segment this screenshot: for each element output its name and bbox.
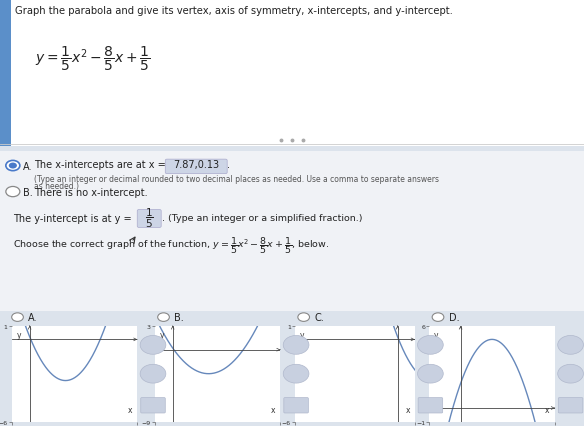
Circle shape [298,313,310,322]
Text: x: x [405,405,410,414]
Text: $\ominus$: $\ominus$ [426,368,435,379]
Text: A.: A. [23,161,33,171]
Text: (Type an integer or decimal rounded to two decimal places as needed. Use a comma: (Type an integer or decimal rounded to t… [34,175,439,184]
Text: $\ominus$: $\ominus$ [291,368,301,379]
Text: B.: B. [174,312,184,322]
Text: ⬡: ⬡ [428,401,435,410]
Text: . (Type an integer or a simplified fraction.): . (Type an integer or a simplified fract… [162,213,363,223]
Text: 7.87,0.13: 7.87,0.13 [173,160,219,170]
Text: C.: C. [314,312,324,322]
Text: $\oplus$: $\oplus$ [291,340,301,351]
Circle shape [9,163,17,169]
Text: The y-intercept is at y =: The y-intercept is at y = [13,213,131,223]
Text: y: y [300,331,304,340]
Circle shape [432,313,444,322]
Circle shape [12,313,23,322]
FancyBboxPatch shape [0,0,11,147]
Text: B.: B. [23,187,33,197]
Text: y: y [434,331,439,340]
Text: D.: D. [449,312,459,322]
FancyBboxPatch shape [137,210,161,228]
Text: ⬡: ⬡ [151,401,158,410]
Text: $\oplus$: $\oplus$ [566,340,575,351]
Text: Choose the correct graph of the function, $y=\dfrac{1}{5}x^2-\dfrac{8}{5}x+\dfra: Choose the correct graph of the function… [13,234,329,256]
Text: ⬡: ⬡ [568,401,575,410]
Text: $\oplus$: $\oplus$ [426,340,435,351]
Text: There is no x-intercept.: There is no x-intercept. [34,187,148,197]
Text: .: . [227,160,230,170]
Text: x: x [545,405,550,414]
Circle shape [6,161,20,171]
FancyBboxPatch shape [0,151,584,311]
Text: y: y [160,331,164,340]
Text: y: y [17,331,21,340]
Circle shape [158,313,169,322]
Text: $\ominus$: $\ominus$ [566,368,575,379]
Text: The x-intercepts are at x =: The x-intercepts are at x = [34,160,166,170]
Text: as needed.): as needed.) [34,181,79,190]
Text: x: x [271,405,275,414]
Circle shape [6,187,20,197]
Text: $\oplus$: $\oplus$ [148,340,158,351]
Text: A.: A. [28,312,37,322]
Text: x: x [128,405,132,414]
Text: $y=\dfrac{1}{5}x^2-\dfrac{8}{5}x+\dfrac{1}{5}$: $y=\dfrac{1}{5}x^2-\dfrac{8}{5}x+\dfrac{… [35,45,150,73]
Text: $\dfrac{1}{5}$: $\dfrac{1}{5}$ [145,206,153,229]
Text: Graph the parabola and give its vertex, axis of symmetry, x-intercepts, and y-in: Graph the parabola and give its vertex, … [15,6,453,16]
Text: $\ominus$: $\ominus$ [148,368,158,379]
Text: ⬡: ⬡ [294,401,301,410]
FancyBboxPatch shape [165,160,227,174]
FancyBboxPatch shape [0,0,584,147]
